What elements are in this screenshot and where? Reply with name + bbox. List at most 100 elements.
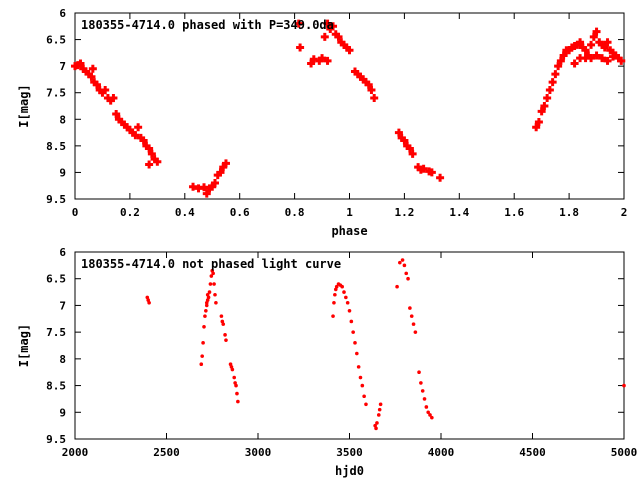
- phased-data-point: [318, 54, 327, 63]
- phased-data-point: [73, 61, 82, 70]
- phased-data-point: [323, 56, 332, 65]
- phased-data-point: [589, 32, 598, 41]
- unphased-data-point: [223, 333, 227, 337]
- phased-data-point: [556, 56, 565, 65]
- unphased-data-point: [402, 263, 407, 268]
- unphased-data-point: [364, 402, 368, 407]
- unphased-data-point: [398, 260, 402, 265]
- phased-data-point: [581, 54, 590, 63]
- phased-data-point: [570, 59, 579, 68]
- unphased-data-point: [376, 413, 381, 417]
- phased-data-point: [537, 107, 546, 116]
- phased-data-point: [315, 56, 324, 65]
- phased-data-point: [567, 43, 576, 52]
- phased-data-point: [400, 136, 409, 145]
- phased-data-point: [98, 88, 107, 97]
- phased-x-tick-label: 0.6: [230, 206, 250, 219]
- phased-data-point: [370, 94, 379, 103]
- unphased-x-tick-label: 4500: [519, 446, 546, 459]
- phased-x-tick-label: 0.2: [120, 206, 140, 219]
- phased-data-point: [147, 149, 156, 158]
- phased-data-point: [81, 67, 90, 76]
- phased-data-point: [545, 86, 554, 95]
- unphased-x-tick-label: 5000: [611, 446, 638, 459]
- unphased-data-point: [358, 375, 363, 380]
- unphased-data-point: [375, 421, 379, 425]
- unphased-plot-frame: [74, 251, 625, 440]
- phased-data-point: [219, 163, 228, 172]
- phased-data-point: [356, 72, 365, 81]
- unphased-data-point: [212, 282, 216, 286]
- phased-data-point: [576, 54, 585, 63]
- phased-data-point: [397, 133, 406, 142]
- phased-y-axis-label: I[mag]: [17, 84, 31, 127]
- unphased-data-point: [221, 322, 226, 326]
- phased-data-point: [142, 141, 151, 150]
- phased-data-point: [221, 159, 230, 168]
- unphased-data-point: [236, 399, 240, 404]
- unphased-axis-ticks: 2000 2500 3000 3500 4000 4500 5000 6 6.5 7 7.5 8 8.5…: [46, 246, 637, 459]
- phased-data-point: [150, 155, 159, 164]
- phased-data-point: [584, 51, 593, 60]
- phased-x-tick-label: 1.4: [449, 206, 469, 219]
- unphased-data-point: [235, 391, 239, 396]
- phased-data-point: [109, 94, 118, 103]
- phased-data-point: [331, 30, 340, 39]
- unphased-x-tick-label: 2000: [62, 446, 89, 459]
- phased-data-point: [436, 173, 445, 182]
- unphased-data-point: [374, 426, 378, 431]
- phased-axis-ticks: 0 0.2 0.4 0.6 0.8 1 1.2 1.4 1.6 1.8 2 6 6.5 7 7.5 8 8.5 9…: [46, 7, 627, 219]
- phased-data-point: [414, 163, 423, 172]
- phased-x-tick-label: 0.4: [175, 206, 195, 219]
- phased-data-point: [345, 46, 354, 55]
- phased-data-point: [540, 102, 549, 110]
- phased-y-tick-label: 8: [59, 113, 66, 126]
- phased-data-point: [117, 117, 126, 126]
- unphased-x-tick-label: 2500: [153, 446, 180, 459]
- phased-x-axis-label: phase: [331, 224, 367, 238]
- phased-data-point: [139, 136, 148, 145]
- phased-data-point: [340, 40, 349, 49]
- phased-data-point: [323, 19, 332, 28]
- phased-data-point: [600, 43, 609, 52]
- phased-data-point: [202, 189, 211, 198]
- phased-y-tick-label: 7: [59, 60, 66, 73]
- phased-data-point: [329, 22, 338, 31]
- phased-x-tick-label: 0: [72, 206, 79, 219]
- phased-y-tick-label: 7.5: [46, 87, 66, 100]
- unphased-y-axis-label: I[mag]: [17, 324, 31, 367]
- phased-data-point: [90, 78, 99, 87]
- phased-data-point: [587, 54, 596, 63]
- unphased-data-point: [209, 274, 214, 278]
- phased-y-tick-label: 9: [59, 166, 66, 179]
- phased-plot-title: 180355-4714.0 phased with P=349.0da: [81, 18, 334, 32]
- phased-data-point: [128, 128, 137, 137]
- phased-data-point: [131, 131, 140, 140]
- unphased-data-point: [400, 258, 405, 262]
- phased-data-point: [194, 184, 203, 193]
- phased-data-point: [112, 109, 121, 118]
- unphased-data-point: [411, 322, 416, 326]
- phased-data-point: [145, 144, 154, 153]
- unphased-y-tick-label: 6.5: [46, 273, 66, 286]
- phased-data-point: [307, 59, 316, 68]
- phased-data-point: [598, 54, 607, 63]
- unphased-data-point: [406, 276, 410, 281]
- phased-data-point: [213, 171, 222, 180]
- phased-data-point: [427, 168, 436, 177]
- unphased-data-point: [219, 314, 224, 318]
- phased-data-point: [145, 160, 154, 169]
- unphased-data-point: [417, 370, 421, 375]
- unphased-data-point: [202, 325, 206, 329]
- unphased-y-tick-label: 7.5: [46, 326, 66, 339]
- phased-data-point: [603, 38, 612, 47]
- unphased-data-point: [147, 300, 151, 305]
- phased-data-point: [200, 183, 209, 192]
- unphased-data-point: [224, 338, 228, 342]
- phased-data-point: [578, 43, 587, 52]
- unphased-data-point: [234, 383, 238, 388]
- phased-data-point: [554, 62, 563, 71]
- phased-data-point: [189, 182, 198, 191]
- unphased-y-tick-label: 7: [59, 299, 66, 312]
